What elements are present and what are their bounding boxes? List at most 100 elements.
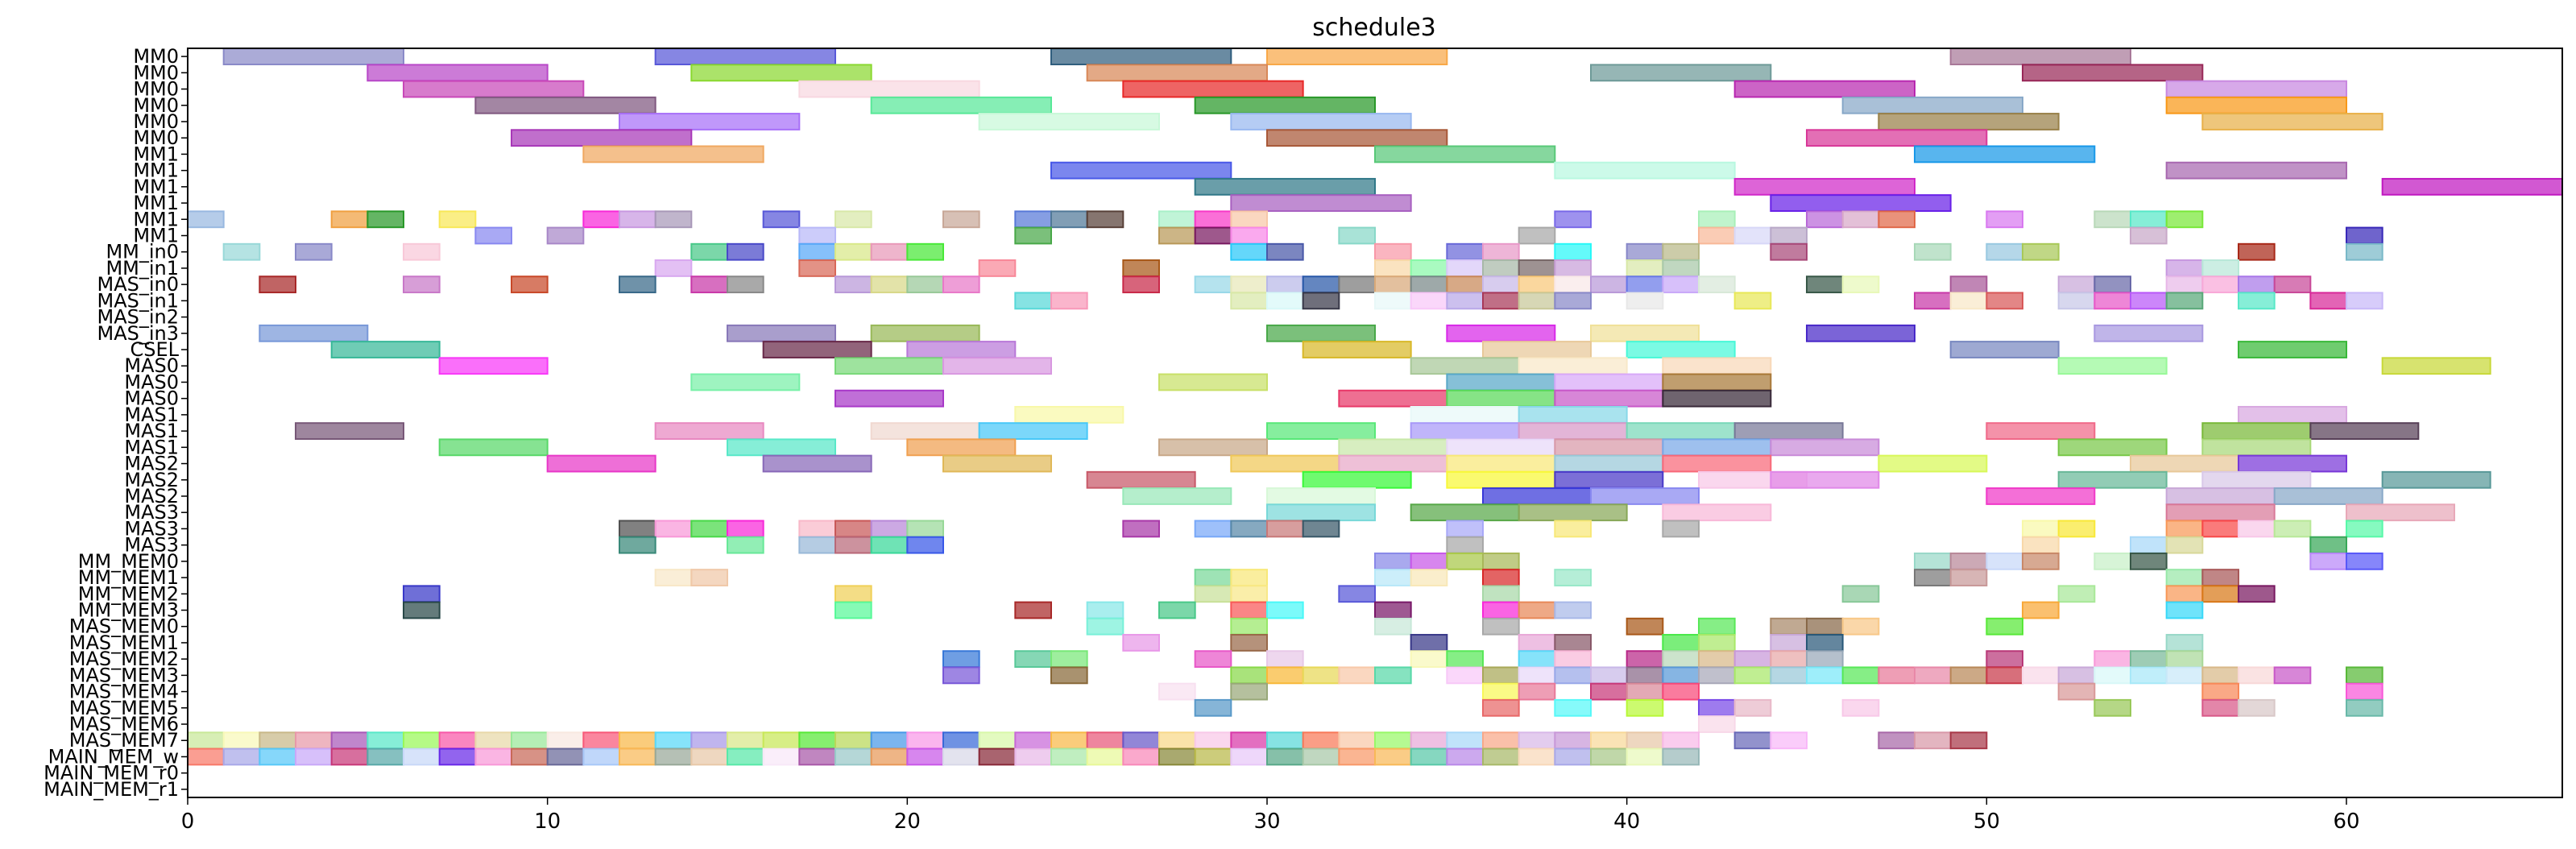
schedule-bar xyxy=(2165,487,2276,505)
schedule-bar xyxy=(1949,292,1988,310)
schedule-bar xyxy=(1482,682,1520,701)
schedule-bar xyxy=(1266,748,1304,766)
schedule-bar xyxy=(1482,569,1520,586)
schedule-bar xyxy=(438,438,549,457)
schedule-bar xyxy=(1770,470,1880,489)
schedule-bar xyxy=(2094,210,2131,229)
schedule-bar xyxy=(1446,666,1485,685)
schedule-bar xyxy=(1770,650,1808,669)
schedule-bar xyxy=(1086,64,1268,82)
y-tick-label: MM_MEM0 xyxy=(78,550,179,573)
schedule-bar xyxy=(1266,520,1304,538)
schedule-bar xyxy=(2165,503,2276,522)
schedule-bar xyxy=(295,748,333,766)
schedule-bar xyxy=(942,748,980,766)
schedule-bar xyxy=(1014,601,1053,619)
schedule-bar xyxy=(2094,650,2131,669)
schedule-bar xyxy=(1122,275,1161,294)
schedule-bar xyxy=(1446,470,1556,489)
y-tick-label: MAS_MEM3 xyxy=(69,664,179,686)
schedule-bar xyxy=(2201,520,2239,538)
schedule-bar xyxy=(2201,585,2239,603)
schedule-bar xyxy=(1374,666,1412,685)
schedule-bar xyxy=(222,242,261,261)
schedule-bar xyxy=(762,748,801,766)
schedule-bar xyxy=(906,520,945,538)
schedule-bar xyxy=(2057,438,2168,457)
schedule-bar xyxy=(2201,666,2239,685)
schedule-bar xyxy=(2238,698,2276,717)
schedule-bar xyxy=(1662,373,1772,391)
schedule-bar xyxy=(2346,552,2383,570)
y-tick-label: MM0 xyxy=(133,45,179,68)
schedule-bar xyxy=(1302,731,1340,750)
y-tick-label: MAS3 xyxy=(124,501,179,524)
schedule-bar xyxy=(654,422,764,441)
y-tick-label: MAS_in2 xyxy=(97,306,179,329)
schedule-bar xyxy=(942,454,1052,473)
y-tick-label: MAS_MEM7 xyxy=(69,729,179,752)
schedule-bar xyxy=(187,748,225,766)
y-tick-label: MAS1 xyxy=(124,436,179,458)
schedule-bar xyxy=(619,520,656,538)
schedule-bar xyxy=(2057,292,2096,310)
schedule-bar xyxy=(2309,422,2420,441)
schedule-bar xyxy=(474,731,512,750)
schedule-bar xyxy=(1554,275,1592,294)
schedule-bar xyxy=(1518,634,1556,652)
schedule-bar xyxy=(1698,617,1736,636)
schedule-bar xyxy=(835,536,872,554)
schedule-bar xyxy=(1122,259,1161,277)
schedule-bar xyxy=(1914,242,1952,261)
schedule-bar xyxy=(367,731,405,750)
schedule-bar xyxy=(403,275,441,294)
schedule-bar xyxy=(1446,292,1485,310)
schedule-bar xyxy=(2165,292,2204,310)
schedule-bar xyxy=(1518,422,1628,441)
schedule-bar xyxy=(1698,650,1736,669)
schedule-bar xyxy=(222,48,404,66)
schedule-bar xyxy=(1949,666,1988,685)
schedule-bar xyxy=(1986,487,2096,505)
schedule-bar xyxy=(1590,748,1628,766)
schedule-bar xyxy=(1806,617,1844,636)
schedule-bar xyxy=(1698,226,1736,245)
schedule-bar xyxy=(835,210,872,229)
schedule-bar xyxy=(2273,487,2383,505)
schedule-bar xyxy=(1122,748,1161,766)
schedule-bar xyxy=(762,210,801,229)
schedule-bar xyxy=(1410,259,1448,277)
schedule-bar xyxy=(1338,275,1377,294)
schedule-bar xyxy=(1662,438,1772,457)
schedule-bar xyxy=(1266,601,1304,619)
schedule-bar xyxy=(1086,470,1196,489)
schedule-bar xyxy=(438,357,549,375)
schedule-bar xyxy=(1086,210,1124,229)
schedule-bar xyxy=(2165,96,2348,114)
schedule-bar xyxy=(762,341,872,358)
schedule-bar xyxy=(2165,569,2204,586)
schedule-bar xyxy=(1986,210,2023,229)
schedule-bar xyxy=(1266,422,1376,441)
schedule-bar xyxy=(727,438,836,457)
y-tick-label: MAS_MEM4 xyxy=(69,681,179,703)
schedule-bar xyxy=(619,536,656,554)
schedule-bar xyxy=(1410,275,1448,294)
schedule-bar xyxy=(1194,520,1232,538)
schedule-bar xyxy=(1806,650,1844,669)
schedule-bar xyxy=(1626,731,1664,750)
schedule-bar xyxy=(1518,292,1556,310)
schedule-bar xyxy=(2238,666,2276,685)
schedule-bar xyxy=(1230,520,1269,538)
schedule-bar xyxy=(1158,373,1268,391)
schedule-bar xyxy=(835,357,944,375)
schedule-bar xyxy=(582,210,620,229)
y-tick-label: MM1 xyxy=(133,159,179,182)
schedule-bar xyxy=(1554,259,1592,277)
schedule-bar xyxy=(1698,698,1736,717)
y-tick-label: MAS3 xyxy=(124,517,179,540)
schedule-bar xyxy=(1446,650,1485,669)
schedule-bar xyxy=(546,731,585,750)
schedule-bar xyxy=(906,731,945,750)
schedule-bar xyxy=(1446,373,1556,391)
